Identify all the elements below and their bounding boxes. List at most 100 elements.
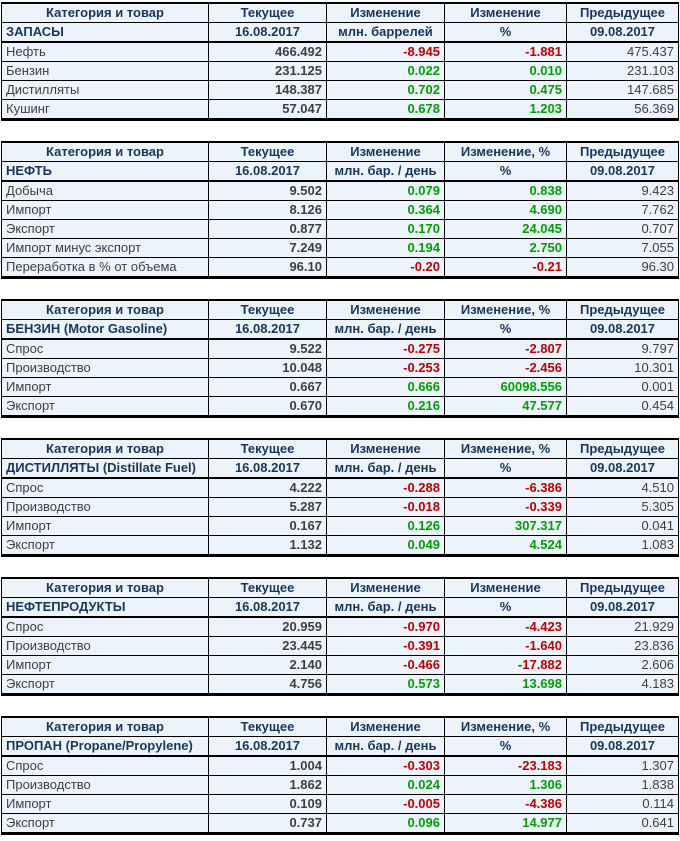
cell-current: 0.667 [208, 377, 327, 397]
cell-current: 0.877 [208, 219, 327, 239]
cell-change: 0.678 [326, 99, 445, 120]
table-row: Нефть 466.492 -8.945 -1.881 475.437 [1, 41, 679, 62]
column-header: Изменение, % [444, 141, 567, 162]
column-header: Категория и товар [1, 141, 209, 162]
cell-change-pct: 1.203 [444, 99, 567, 120]
table-row: Производство 23.445 -0.391 -1.640 23.836 [1, 636, 679, 656]
cell-label: Спрос [1, 338, 209, 359]
cell-label: Экспорт [1, 813, 209, 834]
data-table-zapasy: Категория и товар Текущее Изменение Изменен… [1, 2, 679, 121]
cell-change-pct: -0.339 [444, 497, 567, 517]
data-table-nefteprodukty: Категория и товар Текущее Изменение Изменен… [1, 577, 679, 696]
table-header-row: Категория и товар Текущее Изменение Изменен… [1, 716, 679, 737]
cell-current: 1.132 [208, 535, 327, 556]
cell-current: 0.109 [208, 794, 327, 814]
column-header: Текущее [208, 2, 327, 23]
table-title: ПРОПАН (Propane/Propylene) [1, 736, 209, 757]
cell-current: 0.670 [208, 396, 327, 417]
cell-current: 0.167 [208, 516, 327, 536]
unit-label: млн. бар. / день [326, 319, 445, 340]
percent-label: % [444, 458, 567, 479]
data-table-benzin: Категория и товар Текущее Изменение Изменен… [1, 299, 679, 418]
unit-label: млн. бар. / день [326, 597, 445, 618]
table-row: Спрос 1.004 -0.303 -23.183 1.307 [1, 755, 679, 776]
table-title: НЕФТЬ [1, 161, 209, 182]
cell-label: Экспорт [1, 535, 209, 556]
cell-current: 4.756 [208, 674, 327, 695]
cell-current: 7.249 [208, 238, 327, 258]
cell-change-pct: -2.456 [444, 358, 567, 378]
cell-previous: 5.305 [566, 497, 679, 517]
cell-change-pct: 24.045 [444, 219, 567, 239]
cell-label: Импорт [1, 655, 209, 675]
cell-current: 9.502 [208, 180, 327, 201]
previous-date-label: 09.08.2017 [566, 22, 679, 43]
cell-label: Экспорт [1, 396, 209, 417]
column-header: Категория и товар [1, 716, 209, 737]
table-subheader-row: НЕФТЬ 16.08.2017 млн. бар. / день% 09.08.20… [1, 161, 679, 182]
table-title: ДИСТИЛЛЯТЫ (Distillate Fuel) [1, 458, 209, 479]
cell-label: Импорт [1, 794, 209, 814]
column-header: Изменение, % [444, 716, 567, 737]
cell-change: 0.364 [326, 200, 445, 220]
cell-label: Кушинг [1, 99, 209, 120]
cell-current: 10.048 [208, 358, 327, 378]
cell-change: -0.275 [326, 338, 445, 359]
table-subheader-row: ЗАПАСЫ 16.08.2017 млн. баррелей% 09.08.2017 [1, 22, 679, 43]
cell-label: Производство [1, 358, 209, 378]
cell-change-pct: 0.010 [444, 61, 567, 81]
table-header-row: Категория и товар Текущее Изменение Изменен… [1, 141, 679, 162]
column-header: Предыдущее [566, 577, 679, 598]
previous-date-label: 09.08.2017 [566, 736, 679, 757]
cell-label: Бензин [1, 61, 209, 81]
cell-change: 0.216 [326, 396, 445, 417]
column-header: Предыдущее [566, 141, 679, 162]
cell-change: 0.194 [326, 238, 445, 258]
cell-change-pct: 1.306 [444, 775, 567, 795]
cell-change-pct: 4.524 [444, 535, 567, 556]
cell-current: 9.522 [208, 338, 327, 359]
data-table-distillyaty: Категория и товар Текущее Изменение Изменен… [1, 438, 679, 557]
column-header: Изменение [326, 716, 445, 737]
percent-label: % [444, 22, 567, 43]
cell-previous: 7.055 [566, 238, 679, 258]
table-header-row: Категория и товар Текущее Изменение Изменен… [1, 577, 679, 598]
cell-label: Импорт [1, 377, 209, 397]
table-row: Добыча 9.502 0.079 0.838 9.423 [1, 180, 679, 201]
table-row: Дистилляты 148.387 0.702 0.475 147.685 [1, 80, 679, 100]
column-header: Предыдущее [566, 299, 679, 320]
cell-previous: 9.423 [566, 180, 679, 201]
cell-label: Переработка в % от объема [1, 257, 209, 278]
percent-label: % [444, 319, 567, 340]
cell-label: Добыча [1, 180, 209, 201]
table-header-row: Категория и товар Текущее Изменение Изменен… [1, 299, 679, 320]
cell-label: Импорт [1, 200, 209, 220]
percent-label: % [444, 736, 567, 757]
table-title: НЕФТЕПРОДУКТЫ [1, 597, 209, 618]
cell-previous: 7.762 [566, 200, 679, 220]
cell-change-pct: 47.577 [444, 396, 567, 417]
table-title: БЕНЗИН (Motor Gasoline) [1, 319, 209, 340]
current-date-label: 16.08.2017 [208, 22, 327, 43]
table-row: Спрос 9.522 -0.275 -2.807 9.797 [1, 338, 679, 359]
table-row: Экспорт 0.877 0.170 24.045 0.707 [1, 219, 679, 239]
column-header: Изменение, % [444, 438, 567, 459]
cell-previous: 0.707 [566, 219, 679, 239]
column-header: Текущее [208, 716, 327, 737]
cell-label: Дистилляты [1, 80, 209, 100]
cell-previous: 0.641 [566, 813, 679, 834]
cell-label: Импорт минус экспорт [1, 238, 209, 258]
previous-date-label: 09.08.2017 [566, 458, 679, 479]
cell-previous: 23.836 [566, 636, 679, 656]
current-date-label: 16.08.2017 [208, 597, 327, 618]
cell-previous: 147.685 [566, 80, 679, 100]
current-date-label: 16.08.2017 [208, 458, 327, 479]
cell-change: 0.573 [326, 674, 445, 695]
table-row: Импорт 0.667 0.666 60098.556 0.001 [1, 377, 679, 397]
cell-change-pct: 60098.556 [444, 377, 567, 397]
cell-change-pct: 4.690 [444, 200, 567, 220]
cell-change-pct: -23.183 [444, 755, 567, 776]
table-row: Импорт 0.167 0.126 307.317 0.041 [1, 516, 679, 536]
table-header-row: Категория и товар Текущее Изменение Изменен… [1, 2, 679, 23]
